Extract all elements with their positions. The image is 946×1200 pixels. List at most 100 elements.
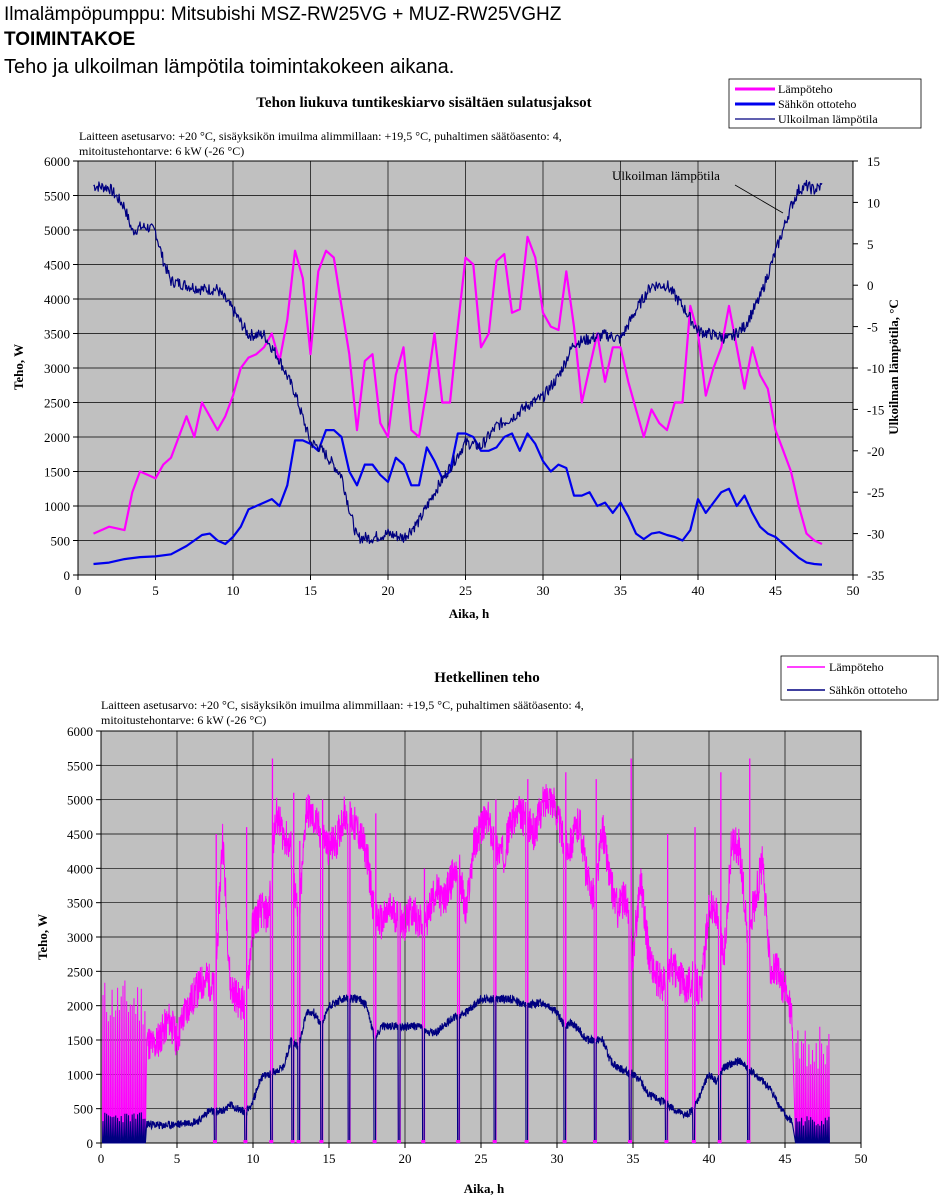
chart2-defrost-marker — [691, 1140, 696, 1143]
chart1-y-tick-label: 4500 — [44, 258, 70, 273]
chart2-y-tick-label: 0 — [87, 1136, 94, 1151]
chart1-annotation-pointer — [734, 184, 784, 214]
chart2-defrost-marker — [372, 1140, 377, 1143]
chart2-series-elec-line — [101, 993, 830, 1144]
chart2-defrost-marker — [269, 1140, 274, 1143]
chart1-title: Tehon liukuva tuntikeskiarvo sisältäen s… — [256, 95, 591, 111]
chart2-y-tick-label: 2500 — [67, 964, 93, 979]
chart1-annotation-label: Ulkoilman lämpötila — [612, 168, 720, 183]
chart1-y2-tick-label: -15 — [867, 402, 884, 417]
chart1-x-tick-label: 25 — [459, 583, 472, 598]
chart2-defrost-marker — [243, 1140, 248, 1143]
chart1-y2-tick-label: -5 — [867, 320, 878, 335]
chart2-legend-elec: Sähkön ottoteho — [829, 683, 907, 697]
chart2-x-tick-label: 40 — [703, 1151, 716, 1166]
chart2-defrost-marker — [346, 1140, 351, 1143]
chart2-x-tick-label: 15 — [323, 1151, 336, 1166]
chart2-y-tick-label: 6000 — [67, 724, 93, 739]
chart1-y2-tick-label: -10 — [867, 361, 884, 376]
chart2-defrost-marker — [290, 1140, 295, 1143]
chart2-x-tick-label: 0 — [98, 1151, 105, 1166]
chart1-y2-tick-label: -30 — [867, 527, 884, 542]
chart2-y-tick-label: 4500 — [67, 827, 93, 842]
chart1-x-tick-label: 45 — [769, 583, 782, 598]
chart2-x-tick-label: 10 — [247, 1151, 260, 1166]
chart2-y-tick-label: 2000 — [67, 999, 93, 1014]
header-description: Teho ja ulkoilman lämpötila toimintakoke… — [4, 56, 455, 78]
chart1-y-tick-label: 5000 — [44, 223, 70, 238]
chart2-subtitle-line2: mitoitustehontarve: 6 kW (-26 °C) — [101, 713, 266, 727]
chart1-subtitle-line1: Laitteen asetusarvo: +20 °C, sisäyksikön… — [79, 129, 562, 143]
chart2-y-tick-label: 1500 — [67, 1033, 93, 1048]
chart1-y-axis-label: Teho, W — [11, 344, 26, 390]
chart1-legend-elec: Sähkön ottoteho — [778, 97, 856, 111]
chart1-y-tick-label: 0 — [64, 568, 71, 583]
chart2-defrost-marker — [593, 1140, 597, 1143]
chart2-defrost-marker — [396, 1140, 401, 1143]
chart2-defrost-marker — [213, 1140, 217, 1143]
chart1-subtitle-line2: mitoitustehontarve: 6 kW (-26 °C) — [79, 144, 244, 158]
chart1-y2-tick-label: 10 — [867, 195, 880, 210]
chart1-y2-tick-label: 0 — [867, 278, 874, 293]
chart2-y-tick-label: 3000 — [67, 930, 93, 945]
chart1-y-tick-label: 5500 — [44, 189, 70, 204]
chart2-x-tick-label: 25 — [475, 1151, 488, 1166]
chart1-y2-tick-label: 5 — [867, 237, 874, 252]
chart1-y2-axis-label: Ulkoilman lämpötila, °C — [886, 299, 901, 435]
chart2-y-axis-label: Teho, W — [35, 914, 50, 960]
chart2-defrost-marker — [456, 1140, 461, 1143]
chart2-x-tick-label: 20 — [399, 1151, 412, 1166]
chart2-defrost-marker — [717, 1140, 722, 1143]
chart1-x-tick-label: 35 — [614, 583, 627, 598]
chart1-y2-tick-label: 15 — [867, 154, 880, 169]
chart2-y-tick-label: 4000 — [67, 861, 93, 876]
chart1-y2-tick-label: -20 — [867, 444, 884, 459]
chart1-x-tick-label: 0 — [75, 583, 82, 598]
chart2-defrost-marker — [627, 1140, 632, 1143]
chart2-title: Hetkellinen teho — [434, 670, 539, 686]
chart1-x-axis-label: Aika, h — [449, 606, 490, 621]
chart1-y-tick-label: 2000 — [44, 430, 70, 445]
chart2-defrost-marker — [524, 1140, 529, 1143]
chart2-defrost-marker — [562, 1140, 567, 1143]
chart1-x-tick-label: 15 — [304, 583, 317, 598]
chart2-y-tick-label: 1000 — [67, 1067, 93, 1082]
chart1-y-tick-label: 3500 — [44, 327, 70, 342]
chart2-defrost-marker — [421, 1140, 426, 1143]
chart1-x-tick-label: 10 — [227, 583, 240, 598]
chart1-y-tick-label: 6000 — [44, 154, 70, 169]
chart1-x-tick-label: 40 — [692, 583, 705, 598]
chart2-defrost-marker — [296, 1140, 301, 1143]
chart2-plot: 0500100015002000250030003500400045005000… — [67, 724, 868, 1166]
chart2-y-tick-label: 3500 — [67, 896, 93, 911]
chart2-y-tick-label: 5500 — [67, 758, 93, 773]
chart2-x-tick-label: 50 — [855, 1151, 868, 1166]
chart2-subtitle-line1: Laitteen asetusarvo: +20 °C, sisäyksikön… — [101, 698, 584, 712]
chart1-y2-tick-label: -25 — [867, 485, 884, 500]
chart1-series-elec-line — [93, 429, 823, 566]
chart2-defrost-marker — [664, 1140, 669, 1143]
chart1-x-tick-label: 30 — [537, 583, 550, 598]
chart1-y-tick-label: 4000 — [44, 292, 70, 307]
chart1-x-tick-label: 5 — [152, 583, 159, 598]
chart1-series-heat-line — [93, 235, 823, 546]
chart2-defrost-marker — [746, 1140, 751, 1143]
chart1-y-tick-label: 2500 — [44, 396, 70, 411]
chart2-x-tick-label: 30 — [551, 1151, 564, 1166]
chart1-series-temp-line — [93, 179, 823, 545]
chart2-legend: Lämpöteho Sähkön ottoteho — [780, 655, 939, 701]
chart2-x-tick-label: 45 — [779, 1151, 792, 1166]
chart1-x-tick-label: 50 — [847, 583, 860, 598]
chart2-legend-box — [780, 655, 939, 701]
chart1-x-tick-label: 20 — [382, 583, 395, 598]
chart2-y-tick-label: 5000 — [67, 793, 93, 808]
chart1-y-tick-label: 1000 — [44, 499, 70, 514]
chart2-defrost-marker — [319, 1140, 324, 1143]
chart1-plot: 0500100015002000250030003500400045005000… — [44, 154, 884, 598]
chart1-legend-heat: Lämpöteho — [778, 82, 833, 96]
header-test-title: TOIMINTAKOE — [4, 29, 136, 50]
chart2-legend-heat: Lämpöteho — [829, 660, 884, 674]
chart2-x-axis-label: Aika, h — [464, 1181, 505, 1196]
header-device-title: Ilmalämpöpumppu: Mitsubishi MSZ-RW25VG +… — [4, 4, 562, 25]
